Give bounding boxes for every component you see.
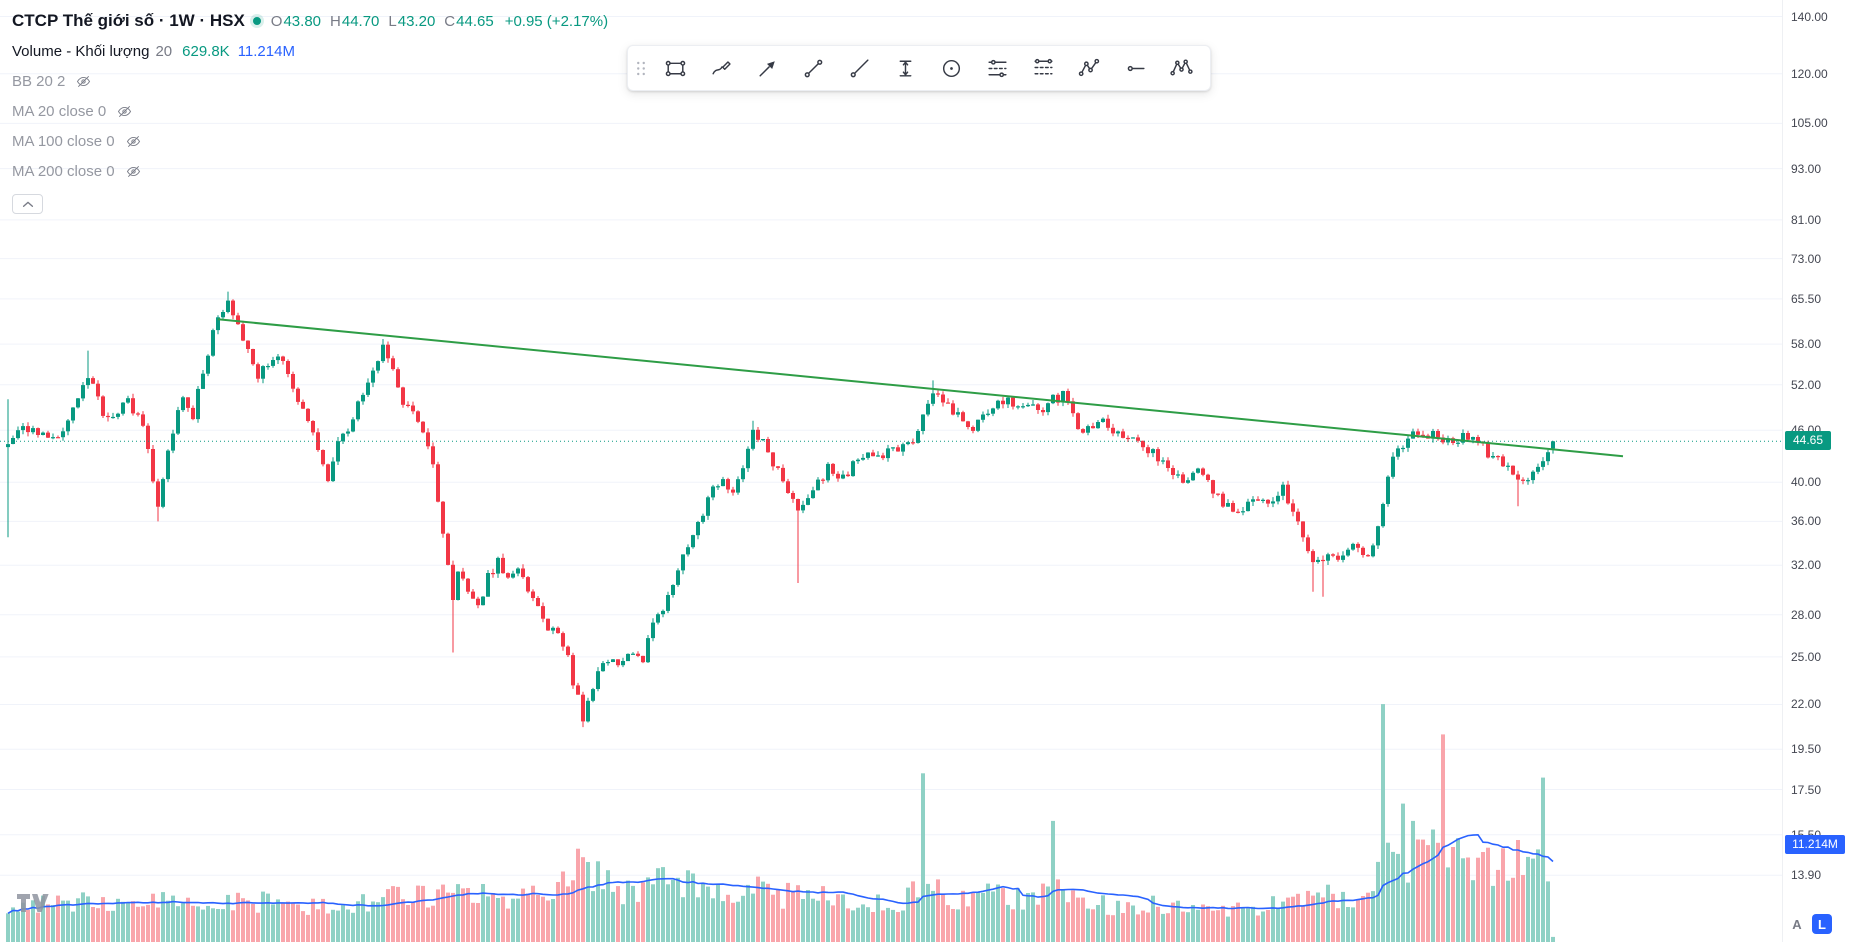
symbol-title[interactable]: CTCP Thế giới số · 1W · HSX xyxy=(12,11,245,30)
price-tick: 13.90 xyxy=(1791,868,1822,882)
price-tick: 40.00 xyxy=(1791,475,1822,489)
brush-tool[interactable] xyxy=(698,50,744,86)
low-value: 43.20 xyxy=(397,12,436,30)
close-label: C xyxy=(444,12,456,30)
indicator-label: BB 20 2 xyxy=(12,72,66,90)
price-tick: 58.00 xyxy=(1791,337,1822,351)
current-price-badge: 44.65 xyxy=(1785,431,1831,450)
fib-channel-tool[interactable] xyxy=(1020,50,1066,86)
price-tick: 19.50 xyxy=(1791,742,1822,756)
rectangle-tool[interactable] xyxy=(652,50,698,86)
ray-tool-icon xyxy=(850,58,869,77)
high-value: 44.70 xyxy=(341,12,380,30)
scale-buttons: A L xyxy=(1787,914,1832,934)
volume-indicator-param: 20 xyxy=(155,42,173,60)
price-axis[interactable]: 140.00 120.00 105.00 93.00 81.00 73.00 65.50 58… xyxy=(1782,0,1850,942)
fib-circle-tool[interactable] xyxy=(928,50,974,86)
ohlc-low: L43.20 xyxy=(388,13,435,30)
zigzag-pattern-tool[interactable] xyxy=(1066,50,1112,86)
eye-off-icon[interactable] xyxy=(125,133,142,150)
ohlc-open: O43.80 xyxy=(271,13,321,30)
tradingview-logo[interactable] xyxy=(16,891,50,920)
eye-off-icon[interactable] xyxy=(125,163,142,180)
eye-off-icon[interactable] xyxy=(116,103,133,120)
market-status-icon xyxy=(252,17,261,25)
price-tick: 22.00 xyxy=(1791,697,1822,711)
fib-retracement-tool-icon xyxy=(987,59,1007,77)
trend-line-tool-icon xyxy=(804,59,822,77)
indicator-label: MA 200 close 0 xyxy=(12,162,115,180)
chart-canvas[interactable] xyxy=(0,0,1782,942)
indicator-row-bb[interactable]: BB 20 2 xyxy=(12,68,608,94)
fib-circle-tool-icon xyxy=(942,59,960,77)
price-tick: 140.00 xyxy=(1791,10,1828,24)
price-tick: 25.00 xyxy=(1791,650,1822,664)
price-tick: 17.50 xyxy=(1791,783,1822,797)
volume-indicator-label: Volume - Khối lượng xyxy=(12,42,150,60)
price-tick: 105.00 xyxy=(1791,116,1828,130)
ray-tool[interactable] xyxy=(836,50,882,86)
ohlc-close: C44.65 xyxy=(444,13,493,30)
eye-off-icon[interactable] xyxy=(75,73,92,90)
toolbar-drag-handle[interactable] xyxy=(630,50,652,86)
xabcd-pattern-tool-icon xyxy=(1169,58,1193,75)
close-value: 44.65 xyxy=(456,12,494,30)
fib-channel-tool-icon xyxy=(1033,58,1053,74)
price-tick: 32.00 xyxy=(1791,558,1822,572)
chevron-up-icon xyxy=(22,201,33,207)
price-tick: 81.00 xyxy=(1791,213,1822,227)
indicator-row-ma100[interactable]: MA 100 close 0 xyxy=(12,128,608,154)
indicator-label: MA 100 close 0 xyxy=(12,132,115,150)
candlestick-chart xyxy=(0,16,1782,942)
price-tick: 28.00 xyxy=(1791,608,1822,622)
drawing-toolbar xyxy=(627,45,1211,91)
drag-handle-icon xyxy=(637,61,645,75)
price-tick: 52.00 xyxy=(1791,378,1822,392)
indicator-label: MA 20 close 0 xyxy=(12,102,107,120)
horizontal-ray-tool-icon xyxy=(1127,65,1145,71)
ohlc-high: H44.70 xyxy=(330,13,379,30)
zigzag-pattern-tool-icon xyxy=(1078,58,1099,76)
indicator-row-ma200[interactable]: MA 200 close 0 xyxy=(12,158,608,184)
brush-tool-icon xyxy=(711,60,731,74)
fib-retracement-tool[interactable] xyxy=(974,50,1020,86)
price-range-tool-icon xyxy=(899,59,911,77)
price-tick: 93.00 xyxy=(1791,162,1822,176)
chart-legend: CTCP Thế giới số · 1W · HSX O43.80 H44.7… xyxy=(12,8,608,214)
price-tick: 73.00 xyxy=(1791,252,1822,266)
trend-line-tool[interactable] xyxy=(790,50,836,86)
arrow-marker-tool-icon xyxy=(758,60,775,77)
low-label: L xyxy=(388,12,397,30)
rectangle-tool-icon xyxy=(665,60,685,76)
price-tick: 120.00 xyxy=(1791,67,1828,81)
price-tick: 65.50 xyxy=(1791,292,1822,306)
open-value: 43.80 xyxy=(283,12,322,30)
volume-ma-badge: 11.214M xyxy=(1785,835,1845,854)
price-tick: 36.00 xyxy=(1791,514,1822,528)
tradingview-logo-icon xyxy=(17,894,49,912)
horizontal-ray-tool[interactable] xyxy=(1112,50,1158,86)
volume-value: 629.8K xyxy=(182,42,230,60)
volume-ma-value: 11.214M xyxy=(237,42,295,60)
legend-symbol-row: CTCP Thế giới số · 1W · HSX O43.80 H44.7… xyxy=(12,8,608,34)
auto-scale-button[interactable]: A xyxy=(1787,914,1807,934)
legend-collapse-button[interactable] xyxy=(12,194,43,214)
xabcd-pattern-tool[interactable] xyxy=(1158,50,1204,86)
arrow-marker-tool[interactable] xyxy=(744,50,790,86)
log-scale-button[interactable]: L xyxy=(1812,914,1832,934)
high-label: H xyxy=(330,12,341,30)
legend-volume-row[interactable]: Volume - Khối lượng 20 629.8K 11.214M xyxy=(12,38,608,64)
price-range-tool[interactable] xyxy=(882,50,928,86)
indicator-row-ma20[interactable]: MA 20 close 0 xyxy=(12,98,608,124)
change-value: +0.95 (+2.17%) xyxy=(504,12,609,30)
open-label: O xyxy=(270,12,283,30)
